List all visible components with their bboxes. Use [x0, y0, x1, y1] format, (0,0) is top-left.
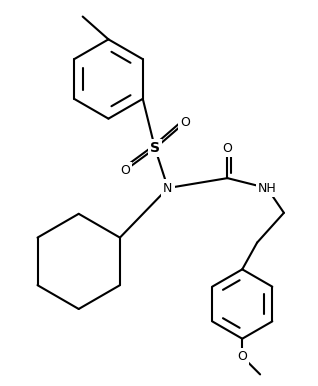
Text: O: O	[223, 142, 232, 155]
Text: O: O	[120, 164, 130, 177]
Text: O: O	[180, 116, 190, 129]
Text: O: O	[237, 350, 247, 363]
Text: NH: NH	[258, 181, 276, 195]
Text: N: N	[163, 181, 173, 195]
Text: S: S	[150, 141, 160, 156]
